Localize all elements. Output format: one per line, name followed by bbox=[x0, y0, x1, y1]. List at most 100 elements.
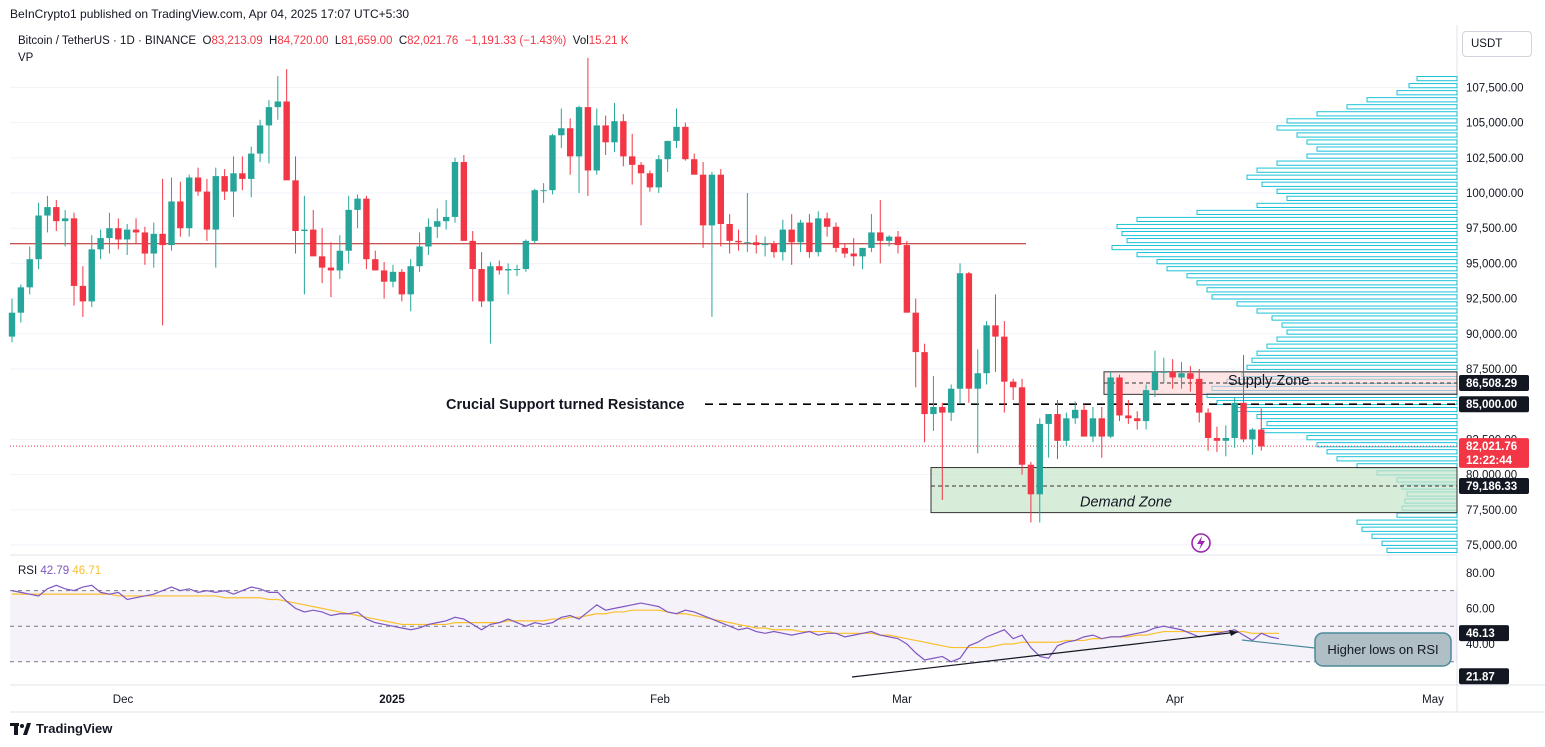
alert-icon-bolt bbox=[1197, 536, 1205, 550]
volume-profile-bar bbox=[1361, 526, 1458, 532]
candle-body bbox=[1018, 387, 1026, 465]
volume-profile-bar bbox=[1396, 512, 1458, 518]
candle-body bbox=[327, 267, 335, 271]
volume-profile-bar bbox=[1256, 308, 1458, 314]
candle-body bbox=[478, 269, 485, 302]
candle-body bbox=[620, 121, 627, 157]
price-axis-tick: 87,500.00 bbox=[1466, 364, 1517, 376]
volume-profile-bar bbox=[1166, 266, 1458, 272]
candle-body bbox=[389, 271, 397, 282]
candle-body bbox=[221, 176, 228, 192]
candle-body bbox=[212, 176, 219, 230]
rsi-line bbox=[11, 584, 1280, 663]
volume-profile-bar bbox=[1261, 181, 1458, 187]
volume-profile-bar bbox=[1326, 449, 1458, 455]
candle-body bbox=[558, 128, 565, 136]
candle-body bbox=[88, 249, 95, 302]
tradingview-logo[interactable]: TradingView bbox=[10, 721, 112, 736]
rsi-trendline-arrowhead bbox=[1229, 630, 1238, 636]
candle-body bbox=[487, 266, 494, 302]
supply-zone-label: Supply Zone bbox=[1228, 373, 1309, 389]
candle-body bbox=[336, 250, 344, 271]
crucial-support-label: Crucial Support turned Resistance bbox=[446, 397, 685, 413]
price-axis-label: 12:22:44 bbox=[1466, 455, 1513, 467]
symbol-name[interactable]: Bitcoin / TetherUS · 1D · BINANCE bbox=[18, 35, 197, 47]
candle-body bbox=[17, 287, 25, 313]
candle-body bbox=[97, 238, 104, 250]
candle-body bbox=[894, 236, 902, 246]
volume-profile-bar bbox=[1246, 174, 1458, 180]
candle-body bbox=[265, 107, 273, 126]
candle-body bbox=[1116, 377, 1123, 416]
volume-profile-bar bbox=[1286, 329, 1458, 335]
price-axis-label: 86,508.29 bbox=[1466, 378, 1517, 390]
candle-body bbox=[885, 236, 893, 241]
candle-body bbox=[292, 180, 299, 232]
candle-body bbox=[788, 229, 795, 243]
candle-body bbox=[283, 101, 290, 181]
candle-body bbox=[1001, 336, 1008, 382]
candle-body bbox=[637, 164, 645, 174]
candle-body bbox=[451, 162, 459, 217]
volume-profile-bar bbox=[1316, 111, 1458, 117]
volume-profile-bar bbox=[1121, 230, 1458, 237]
volume-profile-bar bbox=[1316, 442, 1458, 448]
volume-profile-bar bbox=[1126, 238, 1458, 244]
candle-body bbox=[363, 198, 370, 260]
candle-body bbox=[1240, 402, 1247, 440]
volume-profile-bar bbox=[1306, 139, 1458, 145]
candle-body bbox=[947, 388, 955, 413]
candle-body bbox=[1072, 409, 1079, 419]
candle-body bbox=[566, 128, 574, 157]
candle-body bbox=[717, 174, 724, 224]
candle-body bbox=[1125, 415, 1132, 419]
candle-body bbox=[61, 218, 69, 222]
candle-body bbox=[141, 232, 149, 254]
volume-profile-bar bbox=[1386, 547, 1458, 553]
candle-body bbox=[310, 229, 317, 257]
candle-body bbox=[106, 228, 113, 239]
price-axis-tick: 75,000.00 bbox=[1466, 540, 1517, 552]
candle-body bbox=[744, 242, 751, 244]
volume-profile-bar bbox=[1256, 202, 1458, 208]
candle-body bbox=[868, 232, 875, 248]
candle-body bbox=[1169, 371, 1176, 378]
candle-body bbox=[815, 218, 822, 253]
rsi-legend: RSI 42.79 46.71 bbox=[18, 565, 101, 577]
candle-body bbox=[469, 240, 476, 270]
candle-body bbox=[726, 223, 733, 241]
vp-indicator-label[interactable]: VP bbox=[18, 52, 34, 64]
volume-profile-bar bbox=[1276, 336, 1458, 342]
candle-body bbox=[611, 121, 618, 143]
currency-button[interactable]: USDT bbox=[1462, 31, 1532, 57]
candle-body bbox=[708, 174, 716, 226]
candle-body bbox=[8, 312, 16, 337]
candle-body bbox=[1027, 464, 1035, 495]
low-value: 81,659.00 bbox=[341, 35, 393, 47]
rsi-ma-line bbox=[12, 593, 1279, 649]
rsi-axis-tick: 60.00 bbox=[1466, 603, 1495, 615]
candle-body bbox=[832, 226, 840, 248]
candle-body bbox=[150, 233, 157, 254]
rsi-label[interactable]: RSI bbox=[18, 565, 38, 577]
candle-body bbox=[354, 198, 361, 210]
candle-body bbox=[1151, 371, 1159, 391]
volume-profile-bar bbox=[1346, 104, 1458, 110]
candle-body bbox=[965, 273, 973, 389]
candle-body bbox=[682, 126, 689, 160]
candle-body bbox=[992, 325, 999, 337]
candle-body bbox=[1080, 409, 1088, 437]
candle-body bbox=[974, 373, 981, 389]
volume-profile-bar bbox=[1116, 223, 1458, 230]
candle-body bbox=[35, 215, 42, 260]
publisher-line: BeInCrypto1 published on TradingView.com… bbox=[10, 7, 410, 21]
rsi-axis-label: 21.87 bbox=[1466, 671, 1495, 683]
volume-profile-bar bbox=[1266, 421, 1458, 427]
candle-body bbox=[44, 207, 51, 216]
volume-profile-bar bbox=[1136, 252, 1458, 258]
open-label: O bbox=[202, 35, 212, 47]
candle-body bbox=[770, 243, 778, 253]
candle-body bbox=[425, 226, 432, 247]
candle-body bbox=[921, 352, 928, 415]
